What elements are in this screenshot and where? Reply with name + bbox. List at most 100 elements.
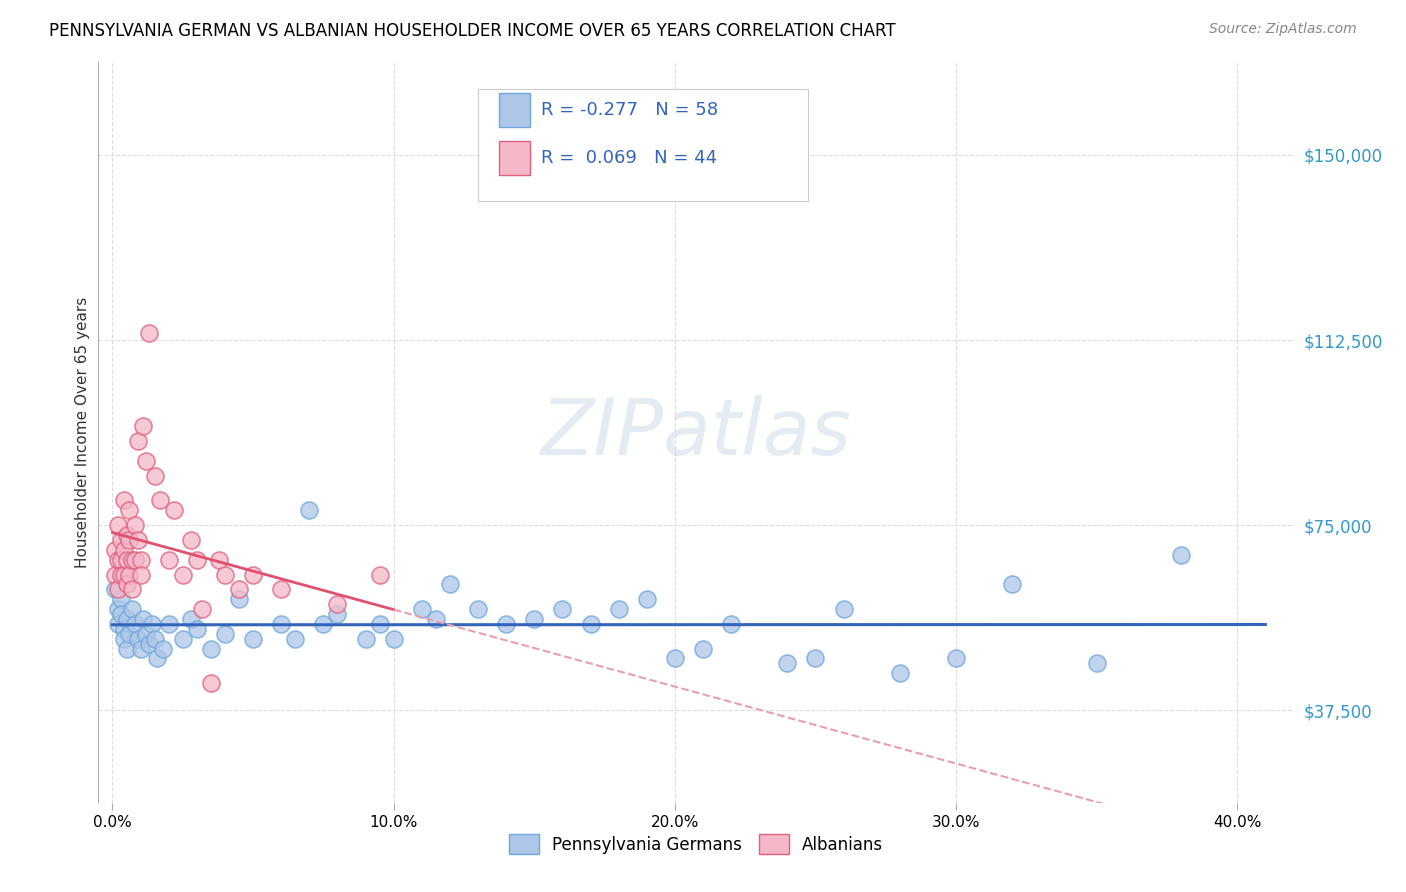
Point [112,622,135,636]
Point [228,582,250,597]
Point [110,567,132,582]
Point [832,602,855,616]
Point [551,602,574,616]
Point [945,651,967,665]
Point [110,607,132,621]
Point [129,552,152,566]
Point [138,637,160,651]
Point [118,567,141,582]
Point [1001,577,1024,591]
Point [191,602,214,616]
Point [112,567,135,582]
Point [143,468,166,483]
Point [157,552,180,566]
Point [132,612,155,626]
Point [180,533,202,547]
Point [1170,548,1192,562]
Point [214,567,236,582]
Point [467,602,489,616]
Point [720,616,742,631]
Point [368,567,391,582]
Point [132,419,155,434]
Point [208,552,231,566]
Point [228,592,250,607]
Point [124,518,146,533]
Point [118,503,141,517]
Point [104,567,127,582]
Point [889,666,911,681]
Point [312,616,335,631]
Point [135,454,157,468]
Point [776,657,799,671]
Point [172,632,194,646]
Point [368,616,391,631]
Point [127,632,149,646]
Text: R =  0.069   N = 44: R = 0.069 N = 44 [541,149,717,167]
Point [112,632,135,646]
Point [152,641,174,656]
Point [579,616,602,631]
Point [146,651,169,665]
Point [141,616,163,631]
Point [180,612,202,626]
Point [115,577,138,591]
Point [124,616,146,631]
Point [298,503,321,517]
Point [157,616,180,631]
Point [107,602,129,616]
Point [104,582,127,597]
Point [110,533,132,547]
Point [115,528,138,542]
Point [149,493,172,508]
Point [439,577,461,591]
Point [121,552,143,566]
Point [186,622,208,636]
Point [354,632,377,646]
Point [411,602,433,616]
Point [607,602,630,616]
Point [664,651,686,665]
Point [186,552,208,566]
Point [110,592,132,607]
Point [523,612,546,626]
Point [172,567,194,582]
Point [692,641,714,656]
Point [129,641,152,656]
Point [107,518,129,533]
Point [425,612,447,626]
Point [115,612,138,626]
Legend: Pennsylvania Germans, Albanians: Pennsylvania Germans, Albanians [502,828,890,861]
Point [1085,657,1108,671]
Point [127,533,149,547]
Point [127,434,149,449]
Point [326,597,349,611]
Point [242,567,264,582]
Point [200,641,222,656]
Point [118,533,141,547]
Text: R = -0.277   N = 58: R = -0.277 N = 58 [541,101,718,119]
Point [110,552,132,566]
Point [138,326,160,340]
Point [242,632,264,646]
Point [270,582,292,597]
Point [112,493,135,508]
Text: ZIPatlas: ZIPatlas [540,394,852,471]
Point [163,503,186,517]
Point [121,602,143,616]
Point [112,542,135,557]
Point [804,651,827,665]
Text: PENNSYLVANIA GERMAN VS ALBANIAN HOUSEHOLDER INCOME OVER 65 YEARS CORRELATION CHA: PENNSYLVANIA GERMAN VS ALBANIAN HOUSEHOL… [49,22,896,40]
Point [270,616,292,631]
Point [104,542,127,557]
Point [214,626,236,640]
Point [382,632,405,646]
Point [107,552,129,566]
Point [115,641,138,656]
Point [135,626,157,640]
Point [107,616,129,631]
Point [118,626,141,640]
Point [200,676,222,690]
Text: Source: ZipAtlas.com: Source: ZipAtlas.com [1209,22,1357,37]
Point [115,552,138,566]
Point [636,592,658,607]
